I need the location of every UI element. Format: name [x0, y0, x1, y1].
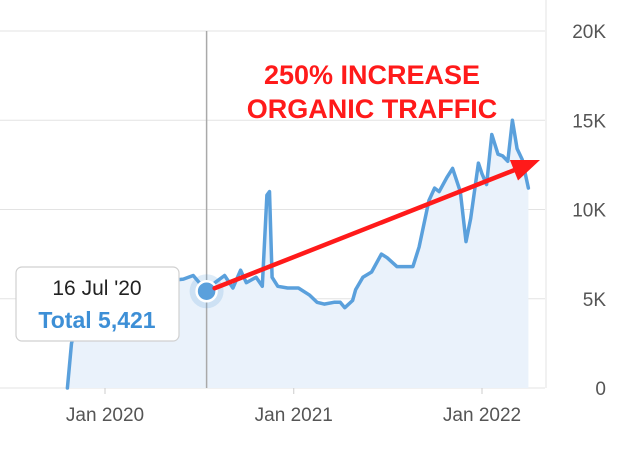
y-tick-label: 15K	[572, 111, 606, 132]
tooltip: 16 Jul '20 Total 5,421	[15, 266, 180, 342]
hover-marker[interactable]	[189, 274, 224, 309]
x-tick-label: Jan 2021	[255, 405, 333, 426]
trend-arrow	[212, 160, 540, 291]
tooltip-box	[15, 266, 180, 342]
arrow-shaft	[212, 168, 517, 291]
traffic-area-fill	[67, 120, 529, 389]
arrow-head	[509, 160, 540, 181]
y-tick-label: 20K	[572, 22, 606, 43]
x-tick-label: Jan 2020	[66, 405, 144, 426]
y-axis-ticks: 20K 15K 10K 5K 0	[572, 22, 606, 400]
y-tick-label: 0	[595, 379, 606, 400]
marker-dot	[195, 279, 218, 303]
tooltip-date: 16 Jul '20	[52, 277, 141, 300]
traffic-line	[65, 118, 531, 390]
y-tick-label: 5K	[583, 290, 607, 311]
y-tick-label: 10K	[572, 201, 606, 222]
x-tick-label: Jan 2022	[443, 405, 521, 426]
annotation-line-2: ORGANIC TRAFFIC	[247, 94, 497, 124]
x-axis-ticks: Jan 2020 Jan 2021 Jan 2022	[66, 388, 521, 426]
tooltip-total: Total 5,421	[38, 307, 155, 333]
annotation-line-1: 250% INCREASE	[264, 60, 480, 90]
